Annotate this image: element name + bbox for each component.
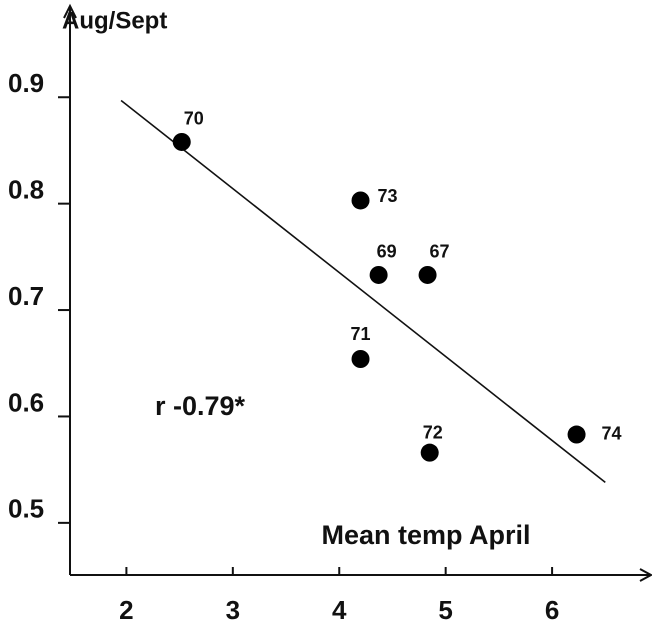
point-label: 71 <box>351 324 371 344</box>
y-tick-label: 0.5 <box>8 494 44 524</box>
point <box>567 425 586 444</box>
point-label: 67 <box>430 242 450 262</box>
point <box>172 132 191 151</box>
y-tick-label: 0.9 <box>8 68 44 98</box>
y-axis-arrow <box>63 3 77 19</box>
point-label: 69 <box>377 242 397 262</box>
y-tick-label: 0.7 <box>8 281 44 311</box>
x-axis-label: Mean temp April <box>321 520 530 550</box>
x-axis-arrow <box>639 568 652 582</box>
point <box>351 191 370 210</box>
point <box>369 265 388 284</box>
point-label: 73 <box>378 186 398 206</box>
y-tick-label: 0.6 <box>8 387 44 417</box>
x-tick-label: 2 <box>119 595 133 625</box>
point-label: 72 <box>423 422 443 442</box>
y-axis-label: Aug/Sept <box>62 7 167 34</box>
x-tick-label: 5 <box>438 595 452 625</box>
point <box>351 350 370 369</box>
annotation: r -0.79* <box>155 391 246 421</box>
x-tick-label: 3 <box>226 595 240 625</box>
point-label: 74 <box>602 423 622 443</box>
point-label: 70 <box>184 109 204 129</box>
point <box>418 265 437 284</box>
y-tick-label: 0.8 <box>8 175 44 205</box>
point <box>420 443 439 462</box>
x-tick-label: 6 <box>545 595 559 625</box>
x-tick-label: 4 <box>332 595 347 625</box>
trend-line <box>120 99 606 484</box>
